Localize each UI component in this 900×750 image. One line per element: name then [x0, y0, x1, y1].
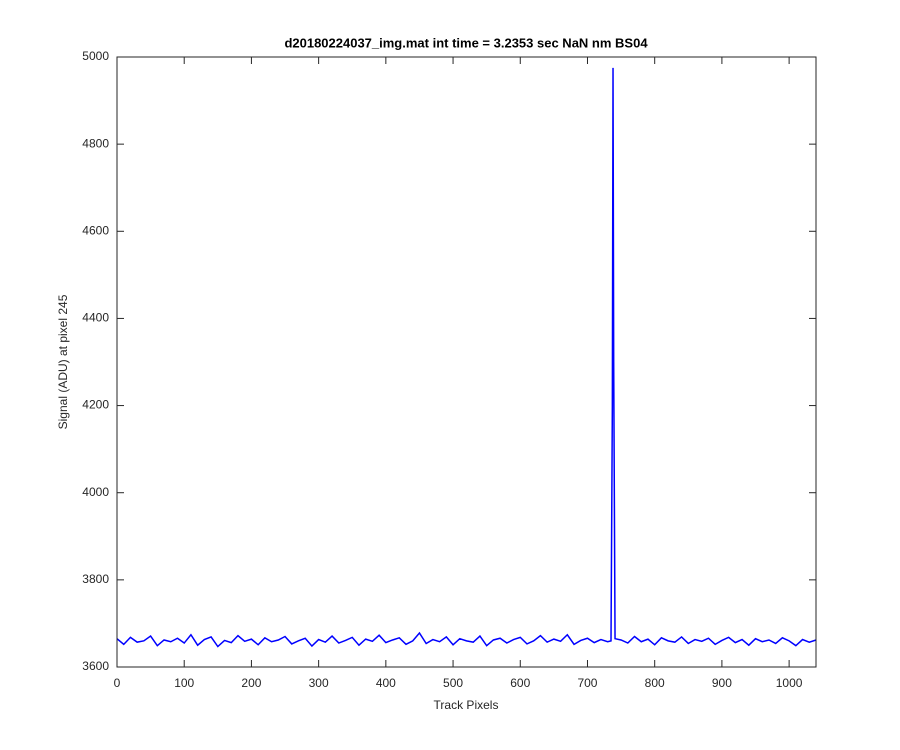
y-tick-label: 4200: [82, 398, 109, 412]
y-tick-label: 4600: [82, 223, 109, 237]
y-tick-label: 5000: [82, 49, 109, 63]
y-tick-label: 3800: [82, 572, 109, 586]
x-tick-label: 700: [577, 676, 597, 690]
x-tick-label: 900: [712, 676, 732, 690]
x-tick-label: 300: [309, 676, 329, 690]
y-tick-label: 3600: [82, 659, 109, 673]
y-tick-label: 4400: [82, 311, 109, 325]
data-line: [116, 67, 817, 648]
x-tick-label: 400: [376, 676, 396, 690]
x-tick-label: 0: [114, 676, 121, 690]
y-tick-label: 4000: [82, 485, 109, 499]
x-tick-label: 100: [174, 676, 194, 690]
y-axis-label: Signal (ADU) at pixel 245: [56, 294, 70, 429]
x-tick-label: 800: [645, 676, 665, 690]
plot-frame: [116, 56, 817, 668]
chart-title: d20180224037_img.mat int time = 3.2353 s…: [284, 35, 648, 50]
x-axis-label: Track Pixels: [434, 698, 499, 712]
x-tick-label: 1000: [776, 676, 803, 690]
x-tick-label: 200: [241, 676, 261, 690]
y-tick-label: 4800: [82, 136, 109, 150]
x-tick-label: 600: [510, 676, 530, 690]
x-tick-label: 500: [443, 676, 463, 690]
